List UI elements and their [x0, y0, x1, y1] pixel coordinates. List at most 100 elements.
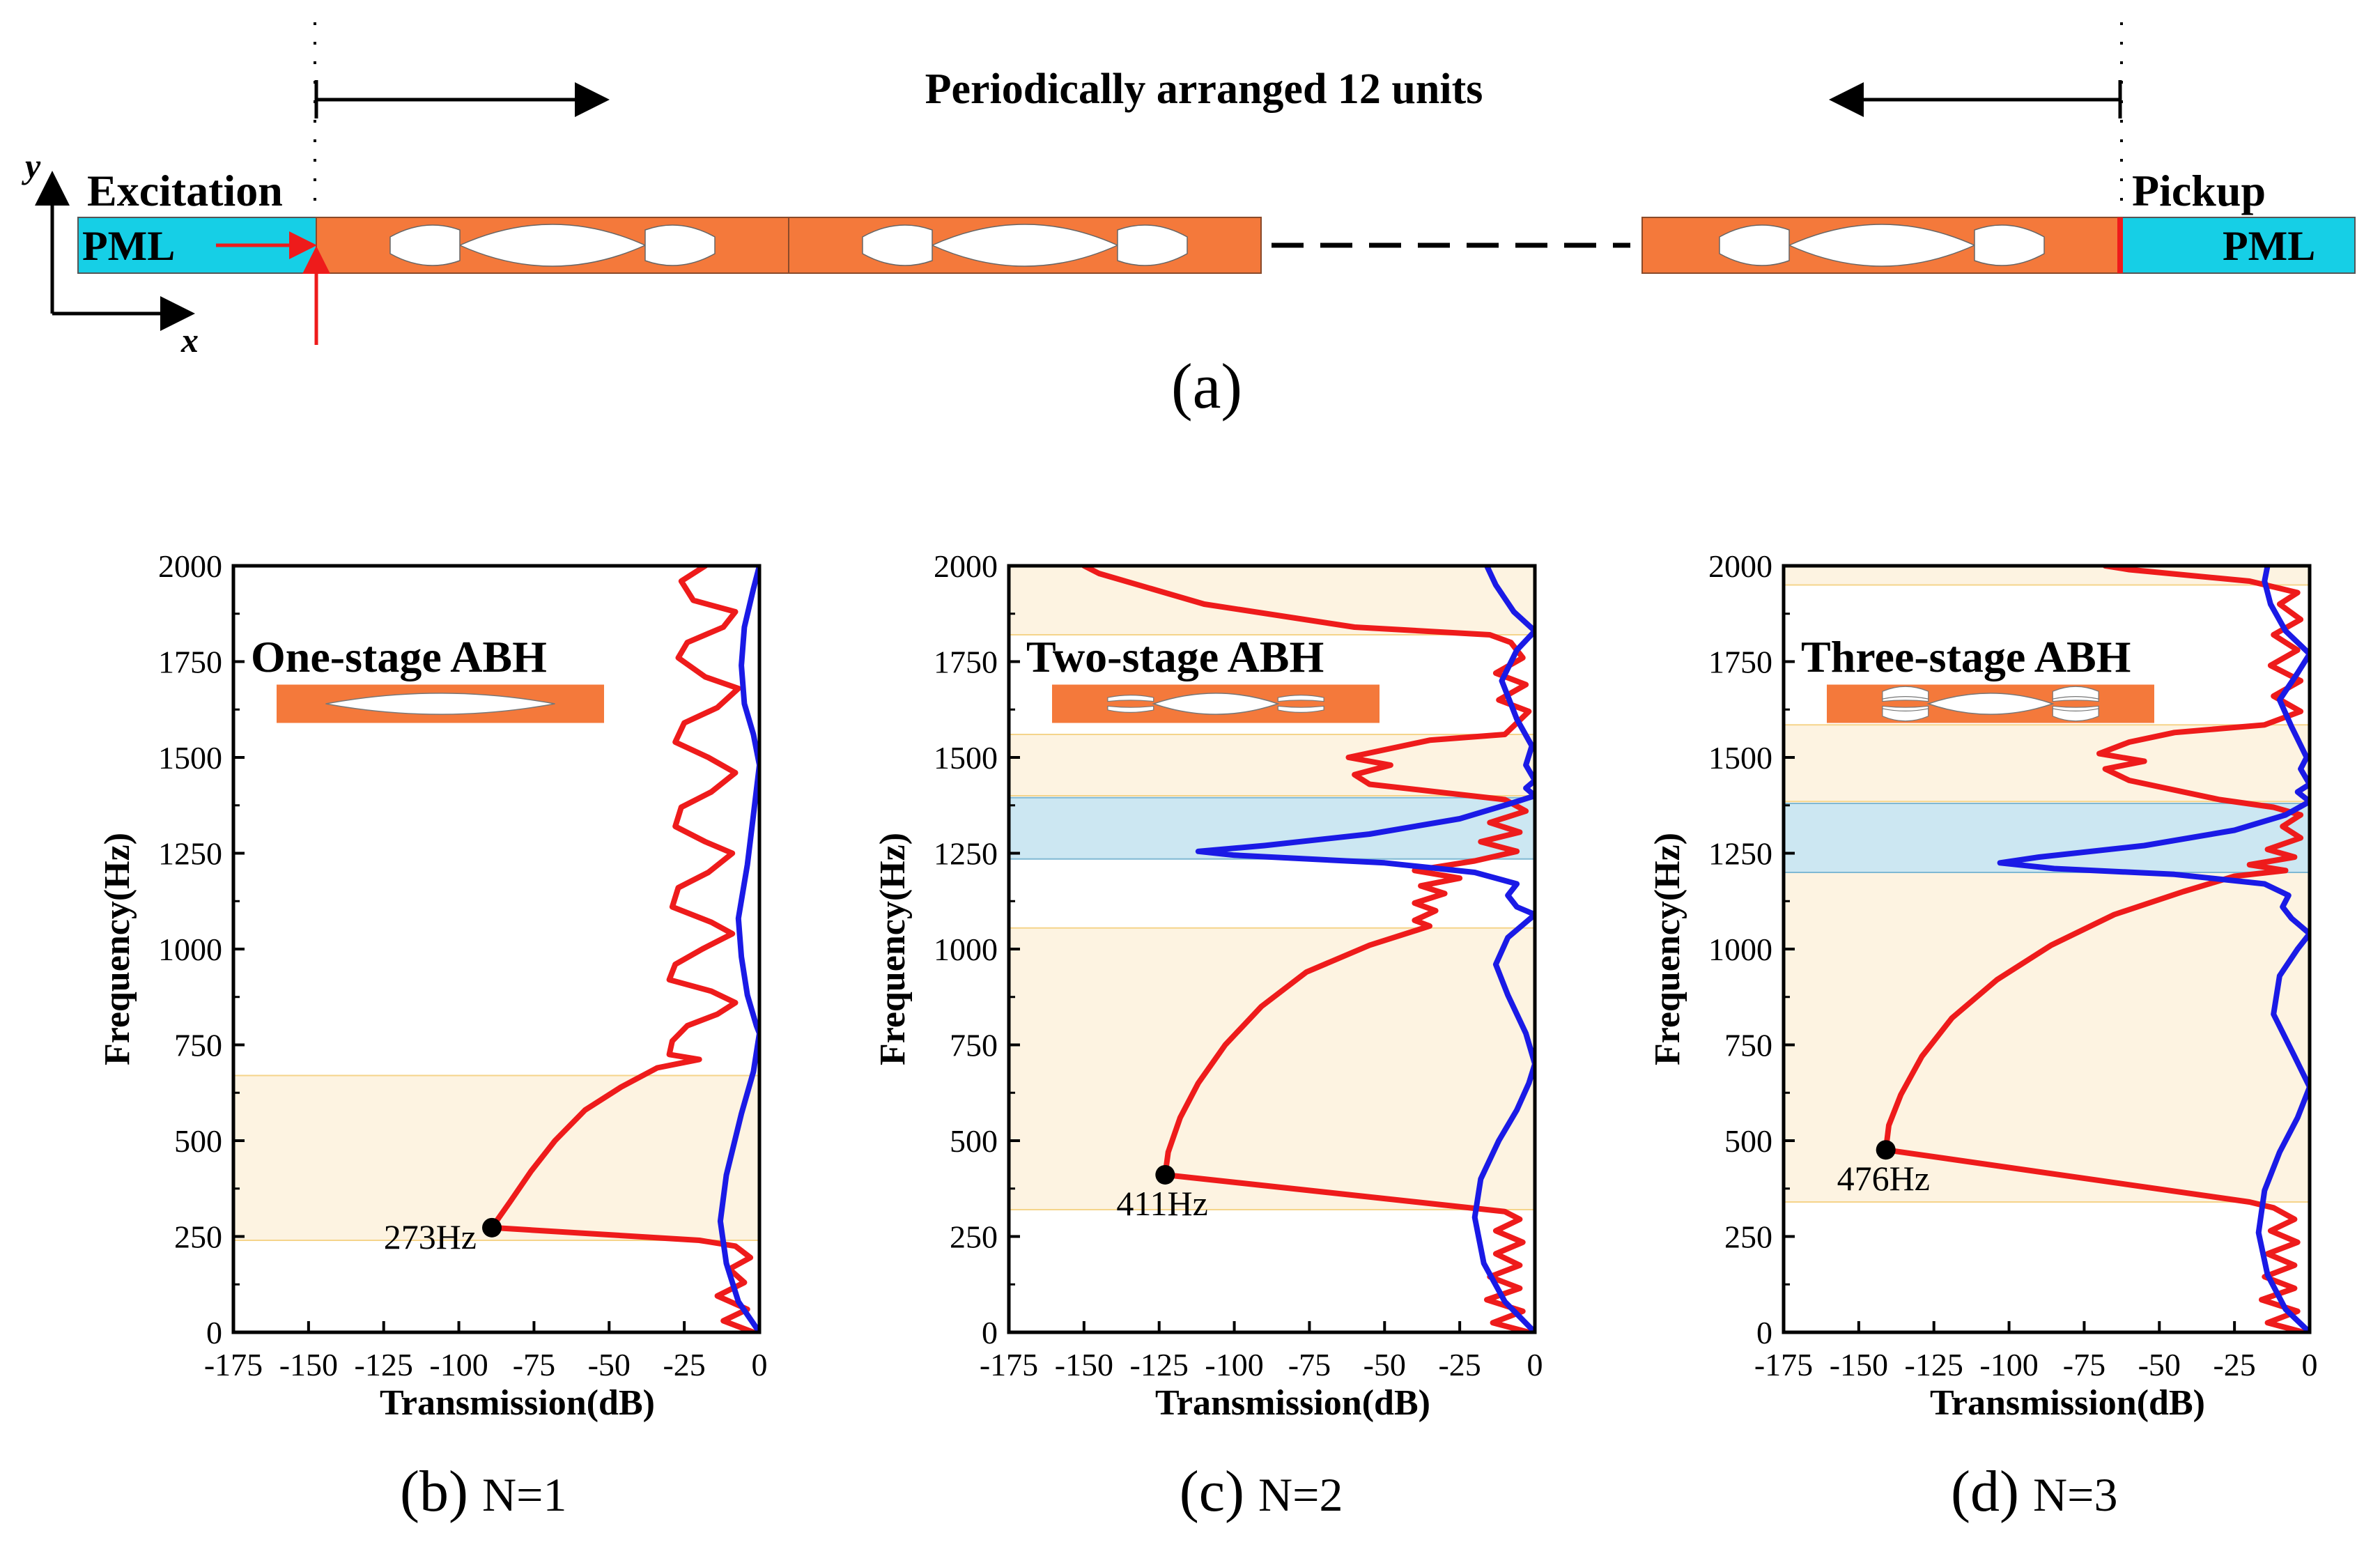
y-tick-label: 750 [1724, 1028, 1772, 1063]
pickup-label: Pickup [2132, 166, 2266, 215]
y-tick-label: 1750 [158, 645, 222, 680]
inset-abh-hole [1926, 693, 2055, 715]
x-tick-label: -150 [1055, 1347, 1113, 1382]
x-axis-label: Transmission(dB) [380, 1383, 655, 1423]
inset-abh-slot [1107, 695, 1154, 702]
red-transmission-line [489, 566, 757, 1332]
chart-panel-b: -175 -150 -125 -100 -75 -50 -25 0 0 250 500 750 1000… [98, 548, 768, 1524]
y-tick-label: 1000 [934, 932, 998, 967]
threshold-label: 476Hz [1837, 1159, 1930, 1198]
panel-caption: (d) [1951, 1459, 2019, 1524]
y-tick-label: 750 [950, 1028, 998, 1063]
unit-cell [788, 217, 1262, 274]
x-axis-label: Transmission(dB) [1155, 1383, 1430, 1423]
x-tick-label: -175 [980, 1347, 1038, 1382]
stopband-highlight [1784, 725, 2310, 802]
y-tick-label: 500 [1724, 1123, 1772, 1159]
passband-highlight [1009, 797, 1535, 859]
y-tick-label: 500 [174, 1123, 222, 1159]
stopband-highlight [233, 1075, 759, 1240]
blue-transmission-line [717, 566, 759, 1332]
abh-unit-cell-inset [277, 684, 604, 723]
y-tick-label: 1750 [934, 645, 998, 680]
y-axis-label: Frequency(Hz) [98, 833, 137, 1065]
x-tick-label: -50 [2138, 1347, 2181, 1382]
y-tick-label: 250 [174, 1219, 222, 1255]
chart-panel-c: -175 -150 -125 -100 -75 -50 -25 0 0 250 500 750 1000… [873, 548, 1543, 1524]
blue-transmission-line [1195, 566, 1535, 1332]
x-tick-label: -125 [1130, 1347, 1189, 1382]
inset-abh-slot [1277, 695, 1324, 702]
inset-title: One-stage ABH [251, 632, 547, 681]
x-axis-label: Transmission(dB) [1930, 1383, 2205, 1423]
series-group [1081, 566, 1535, 1332]
chart-panel-d: -175 -150 -125 -100 -75 -50 -25 0 0 250 500 750 1000… [1648, 548, 2318, 1524]
series-group [489, 566, 759, 1332]
x-tick-label: -125 [1905, 1347, 1963, 1382]
panel-caption: (c) [1180, 1459, 1244, 1524]
y-tick-label: 1000 [158, 932, 222, 967]
stopband-highlight [1009, 927, 1535, 1210]
threshold-label: 273Hz [384, 1217, 477, 1256]
abh-unit-cell-inset [1052, 684, 1380, 723]
x-tick-label: -50 [588, 1347, 631, 1382]
excitation-label: Excitation [87, 166, 283, 215]
inset-abh-slot [1107, 705, 1154, 713]
y-tick-label: 1500 [158, 740, 222, 776]
y-tick-label: 1500 [934, 740, 998, 776]
schematic-diagram: Periodically arranged 12 units y x Excit… [22, 22, 2356, 422]
stopband-highlight [1009, 734, 1535, 796]
y-axis-label: Frequency(Hz) [1648, 833, 1687, 1065]
y-tick-label: 1250 [1708, 836, 1772, 872]
abh-unit-cell-inset [1827, 684, 2154, 723]
x-tick-label: -100 [1979, 1347, 2038, 1382]
x-tick-label: -150 [1830, 1347, 1888, 1382]
x-tick-label: -150 [279, 1347, 338, 1382]
y-tick-label: 1250 [158, 836, 222, 872]
panel-caption-n: N=3 [2033, 1468, 2117, 1521]
x-tick-label: -75 [1288, 1347, 1331, 1382]
axis-x-label: x [180, 321, 199, 360]
y-axis-label: Frequency(Hz) [873, 833, 913, 1065]
y-tick-label: 1250 [934, 836, 998, 872]
unit-cell [1641, 217, 2122, 274]
threshold-marker [1876, 1140, 1896, 1160]
x-tick-label: 0 [1527, 1347, 1543, 1382]
axis-y-label: y [22, 146, 41, 185]
x-tick-label: -50 [1363, 1347, 1406, 1382]
y-tick-label: 2000 [934, 548, 998, 584]
diagram-title: Periodically arranged 12 units [925, 65, 1483, 113]
blue-transmission-line [1997, 566, 2310, 1332]
y-tick-label: 1500 [1708, 740, 1772, 776]
inset-abh-slot [1277, 705, 1324, 713]
inset-abh-slot [1882, 686, 1929, 700]
red-transmission-line [1883, 566, 2307, 1332]
y-tick-label: 250 [950, 1219, 998, 1255]
y-tick-label: 2000 [158, 548, 222, 584]
series-group [1883, 566, 2310, 1332]
x-tick-label: -25 [663, 1347, 705, 1382]
panel-caption-n: N=1 [482, 1468, 566, 1521]
stopband-highlight [1009, 566, 1535, 635]
y-tick-label: 1000 [1708, 932, 1772, 967]
threshold-marker [1155, 1164, 1175, 1185]
y-tick-label: 2000 [1708, 548, 1772, 584]
inset-title: Two-stage ABH [1026, 632, 1324, 681]
inset-abh-slot [2052, 708, 2099, 722]
x-tick-label: -25 [2213, 1347, 2255, 1382]
y-tick-label: 750 [174, 1028, 222, 1063]
threshold-label: 411Hz [1116, 1184, 1207, 1223]
inset-abh-hole [1152, 693, 1280, 715]
x-tick-label: -100 [1205, 1347, 1263, 1382]
x-tick-label: -100 [429, 1347, 488, 1382]
panel-caption-n: N=2 [1258, 1468, 1343, 1521]
inset-title: Three-stage ABH [1801, 632, 2131, 681]
x-tick-label: -75 [2063, 1347, 2105, 1382]
x-tick-label: -175 [1754, 1347, 1813, 1382]
inset-abh-hole [325, 693, 555, 715]
stopband-highlight [1784, 872, 2310, 1202]
pml-left-label: PML [82, 223, 175, 269]
x-tick-label: -125 [355, 1347, 413, 1382]
x-tick-label: -175 [204, 1347, 263, 1382]
x-tick-label: 0 [752, 1347, 768, 1382]
